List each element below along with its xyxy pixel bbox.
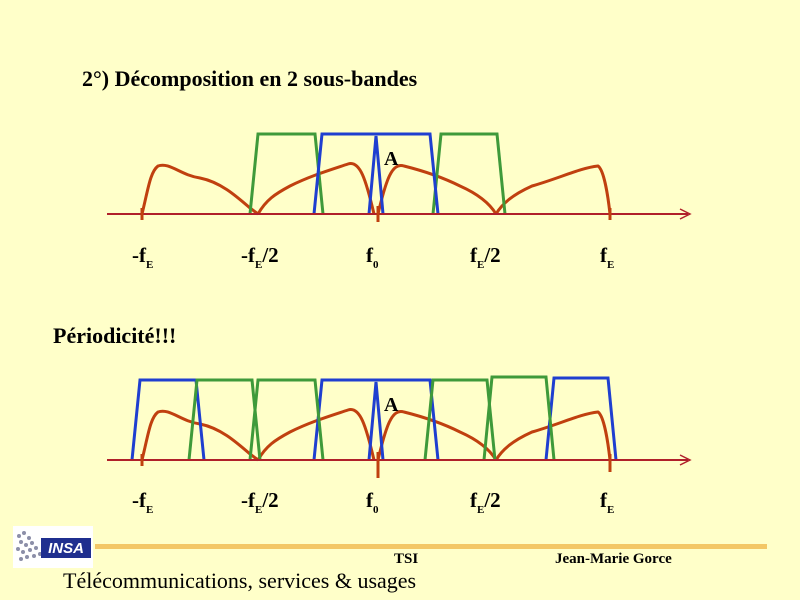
footer-organization: Télécommunications, services & usages <box>63 568 417 593</box>
bottom-highband-4 <box>482 375 556 461</box>
bottom-label-fe-half: fE/2 <box>470 488 501 516</box>
bottom-lowband-3 <box>544 376 618 461</box>
footer-author: Jean-Marie Gorce <box>555 551 672 567</box>
top-label-f0: f0 <box>366 243 379 271</box>
top-peak-label: A <box>384 148 399 170</box>
top-label-neg-fe: -fE <box>132 243 154 271</box>
top-peak-marker <box>367 135 385 215</box>
svg-text:INSA: INSA <box>48 540 84 557</box>
bottom-label-fe: fE <box>600 488 615 516</box>
top-axis-arrow <box>679 208 692 220</box>
bottom-axis-arrow <box>679 454 692 466</box>
top-lowband <box>312 132 440 215</box>
top-label-fe: fE <box>600 243 615 271</box>
top-label-fe-half: fE/2 <box>470 243 501 271</box>
bottom-peak-marker <box>367 381 385 461</box>
bottom-label-neg-fe-half: -fE/2 <box>241 488 279 516</box>
bottom-spectrum-curve <box>140 408 612 462</box>
bottom-lowband-1 <box>130 378 206 461</box>
bottom-label-neg-fe: -fE <box>132 488 154 516</box>
top-spectrum-curve <box>140 162 612 216</box>
top-diagram <box>107 132 692 222</box>
bottom-peak-label: A <box>384 394 399 416</box>
slide-title: 2°) Décomposition en 2 sous-bandes <box>82 66 418 91</box>
bottom-highband-3 <box>423 378 497 461</box>
bottom-label-f0: f0 <box>366 488 379 516</box>
footer-course: TSI <box>394 551 419 567</box>
periodicity-heading: Périodicité!!! <box>53 323 177 348</box>
bottom-highband-1 <box>187 378 262 461</box>
bottom-diagram <box>107 375 692 478</box>
insa-logo: INSA <box>13 526 93 568</box>
top-highband-left <box>248 132 325 215</box>
top-highband-right <box>431 132 507 215</box>
bottom-highband-2 <box>248 378 325 461</box>
footer-divider <box>95 544 767 549</box>
top-label-neg-fe-half: -fE/2 <box>241 243 279 271</box>
